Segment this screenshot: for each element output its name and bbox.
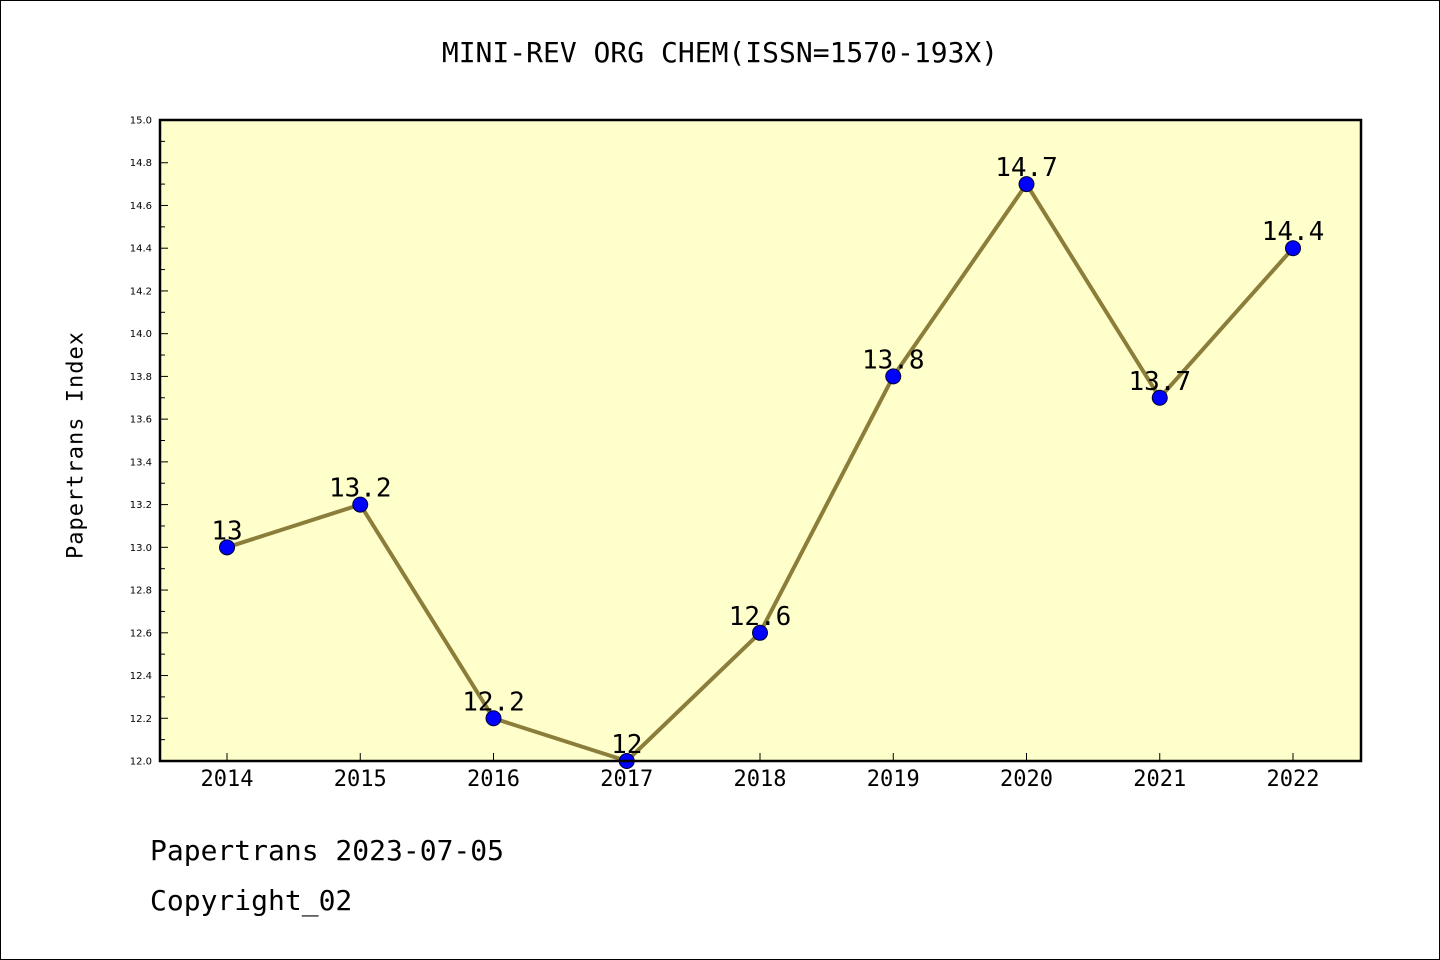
data-point-marker bbox=[752, 624, 768, 641]
x-tick-label: 2016 bbox=[467, 767, 520, 792]
y-tick-label: 12.8 bbox=[130, 586, 152, 597]
footer-copyright-line: Copyright_02 bbox=[150, 884, 353, 917]
y-tick-label: 13.4 bbox=[130, 457, 152, 468]
footer-date-line: Papertrans 2023-07-05 bbox=[150, 834, 505, 867]
chart-title: MINI-REV ORG CHEM(ISSN=1570-193X) bbox=[441, 36, 999, 69]
x-tick-label: 2015 bbox=[334, 767, 387, 792]
data-point-label: 12.6 bbox=[729, 602, 792, 632]
x-tick-label: 2022 bbox=[1267, 767, 1320, 792]
data-point-label: 13.7 bbox=[1128, 367, 1191, 397]
data-point-label: 14.4 bbox=[1262, 217, 1325, 247]
data-point-marker bbox=[352, 496, 369, 513]
y-tick-label: 14.4 bbox=[130, 244, 152, 255]
y-tick-label: 14.0 bbox=[130, 329, 152, 340]
data-point-marker bbox=[219, 539, 235, 556]
x-tick-label: 2014 bbox=[201, 767, 254, 792]
y-tick-label: 14.2 bbox=[130, 286, 152, 297]
x-tick-label: 2021 bbox=[1133, 767, 1186, 792]
y-tick-label: 13.6 bbox=[130, 415, 152, 426]
x-tick-label: 2017 bbox=[600, 767, 653, 792]
data-point-marker bbox=[1151, 389, 1168, 406]
y-tick-label: 15.0 bbox=[130, 116, 152, 127]
data-point-label: 14.7 bbox=[995, 153, 1058, 183]
plot-area bbox=[160, 120, 1361, 761]
y-tick-label: 13.0 bbox=[130, 543, 152, 554]
y-tick-label: 12.6 bbox=[130, 628, 152, 639]
y-tick-label: 12.2 bbox=[130, 714, 152, 725]
y-tick-label: 12.4 bbox=[130, 671, 152, 682]
data-point-marker bbox=[885, 368, 902, 385]
plot-border bbox=[158, 118, 1363, 763]
data-point-label: 13.8 bbox=[862, 345, 925, 375]
data-point-marker bbox=[485, 710, 502, 727]
data-point-label: 13 bbox=[211, 516, 242, 546]
data-point-label: 13.2 bbox=[329, 474, 392, 504]
x-tick-label: 2018 bbox=[734, 767, 787, 792]
x-tick-label: 2020 bbox=[1000, 767, 1053, 792]
data-point-label: 12 bbox=[611, 730, 642, 760]
y-tick-label: 14.8 bbox=[130, 158, 152, 169]
data-point-label: 12.2 bbox=[462, 687, 525, 717]
y-tick-label: 14.6 bbox=[130, 201, 152, 212]
data-point-marker bbox=[1018, 176, 1035, 193]
data-point-marker bbox=[1285, 240, 1301, 257]
y-tick-label: 13.8 bbox=[130, 372, 152, 383]
y-tick-label: 13.2 bbox=[130, 500, 152, 511]
x-tick-label: 2019 bbox=[867, 767, 920, 792]
y-tick-label: 12.0 bbox=[130, 757, 152, 768]
